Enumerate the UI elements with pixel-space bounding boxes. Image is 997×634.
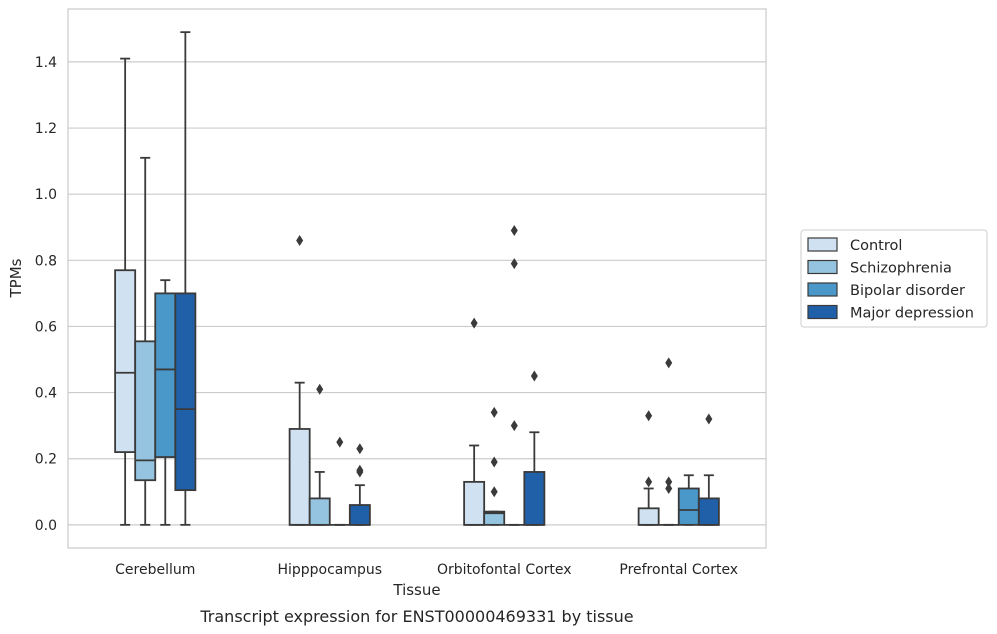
box-body — [308, 497, 331, 526]
box — [697, 413, 720, 526]
x-tick-label: Cerebellum — [115, 562, 195, 578]
box — [348, 443, 371, 526]
legend-swatch — [807, 304, 838, 320]
box-body — [348, 504, 371, 526]
y-tick-label: 0.8 — [35, 253, 57, 269]
outlier-point — [490, 456, 498, 468]
outlier-point — [296, 234, 304, 246]
box-body — [677, 487, 700, 526]
outlier-point — [470, 317, 478, 329]
outlier-point — [510, 420, 518, 432]
legend-swatch — [807, 282, 838, 297]
box-body — [523, 471, 546, 526]
box — [288, 234, 311, 526]
outlier-point — [316, 383, 324, 395]
box-series — [114, 31, 720, 526]
y-tick-label: 1.4 — [35, 55, 57, 71]
outlier-point — [665, 357, 673, 369]
y-tick-label: 0.0 — [35, 518, 57, 534]
y-axis-ticks: 0.0 0.2 0.4 0.6 0.8 1.0 1.2 1.4 — [35, 55, 57, 534]
legend-label: Bipolar disorder — [850, 283, 965, 299]
box — [329, 436, 350, 526]
y-tick-label: 0.2 — [35, 452, 57, 468]
box — [463, 317, 486, 526]
box — [677, 474, 700, 526]
x-axis-title: Tissue — [392, 581, 440, 599]
box-body — [288, 428, 311, 526]
outlier-point — [510, 258, 518, 270]
outlier-point — [665, 482, 673, 494]
legend-label: Control — [850, 238, 902, 254]
legend-swatch — [807, 259, 838, 275]
box-body — [637, 507, 660, 526]
box — [523, 370, 546, 526]
outlier-point — [510, 225, 518, 237]
y-tick-label: 0.4 — [35, 386, 57, 402]
x-tick-label: Prefrontal Cortex — [619, 562, 738, 578]
x-tick-label: Hipppocampus — [277, 562, 382, 578]
outlier-point — [490, 406, 498, 418]
box — [483, 406, 506, 526]
legend-swatch — [807, 237, 838, 252]
y-tick-label: 1.0 — [35, 187, 57, 203]
box — [114, 57, 137, 526]
box-body — [114, 269, 137, 454]
x-axis-ticks: Cerebellum Hipppocampus Orbitofontal Corte… — [115, 562, 738, 578]
outlier-point — [645, 410, 653, 422]
box — [154, 279, 177, 526]
box — [134, 156, 157, 526]
outlier-point — [490, 486, 498, 498]
outlier-point — [705, 413, 713, 425]
box-body — [463, 480, 486, 526]
box — [308, 383, 331, 526]
outlier-point — [530, 370, 538, 382]
legend-frame — [800, 229, 988, 328]
y-tick-label: 1.2 — [35, 121, 57, 137]
box-body — [697, 497, 720, 526]
plot-frame — [67, 8, 767, 549]
outlier-point — [356, 443, 364, 455]
legend-label: Major depression — [850, 306, 974, 322]
y-tick-label: 0.6 — [35, 319, 57, 335]
outlier-point — [356, 464, 364, 476]
x-tick-label: Orbitofontal Cortex — [437, 562, 572, 578]
chart-caption: Transcript expression for ENST0000046933… — [199, 607, 633, 626]
box — [637, 410, 660, 526]
box-body — [134, 340, 157, 482]
box-body — [174, 292, 197, 492]
box-body — [483, 510, 506, 526]
box — [174, 31, 197, 526]
legend: Control Schizophrenia Bipolar disorder Majo… — [800, 229, 988, 328]
box — [504, 225, 525, 526]
box-body — [154, 292, 177, 458]
outlier-point — [336, 436, 344, 448]
outlier-point — [665, 476, 673, 488]
legend-label: Schizophrenia — [850, 261, 952, 277]
y-axis-title: TPMs — [7, 258, 25, 298]
box — [658, 357, 679, 526]
outlier-point — [645, 476, 653, 488]
